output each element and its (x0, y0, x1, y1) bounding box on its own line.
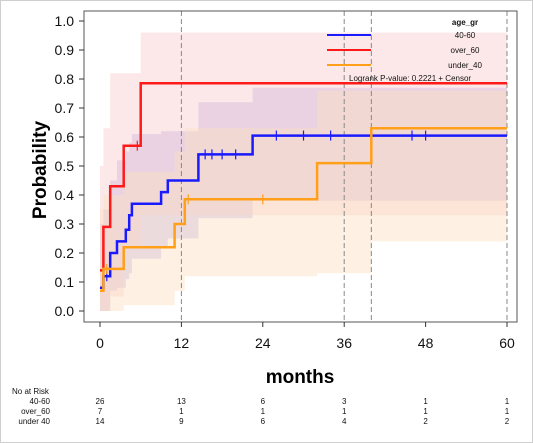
risk-count: 2 (505, 417, 510, 426)
risk-count: 1 (505, 397, 510, 406)
x-tick-label: 0 (96, 335, 104, 351)
x-tick-label: 24 (255, 335, 271, 351)
risk-count: 13 (177, 397, 186, 406)
risk-count: 1 (423, 407, 428, 416)
risk-count: 7 (98, 407, 103, 416)
risk-count: 1 (179, 407, 184, 416)
risk-row-label: under 40 (18, 417, 50, 426)
legend-label: over_60 (451, 46, 480, 55)
y-tick-label: 0.3 (55, 216, 75, 232)
risk-count: 1 (505, 407, 510, 416)
risk-count: 4 (342, 417, 347, 426)
risk-count: 6 (261, 417, 266, 426)
risk-count: 1 (423, 397, 428, 406)
km-line-under_40 (100, 127, 507, 292)
ci-band-under_40 (100, 90, 507, 311)
km-line-40-60 (100, 134, 507, 290)
risk-count: 1 (342, 407, 347, 416)
risk-row-label: over_60 (21, 407, 50, 416)
x-axis-title: months (266, 367, 335, 388)
x-tick-label: 48 (418, 335, 434, 351)
risk-table-title: No at Risk (12, 387, 50, 396)
y-tick-label: 0.4 (55, 187, 75, 203)
y-axis-title: Probability (30, 120, 51, 219)
y-tick-label: 0.2 (55, 245, 75, 261)
legend-label: 40-60 (455, 31, 476, 40)
km-line-over_60 (100, 82, 507, 272)
y-tick-label: 0.8 (55, 71, 75, 87)
y-tick-label: 0.7 (55, 100, 75, 116)
risk-count: 2 (423, 417, 428, 426)
y-tick-label: 0.9 (55, 42, 75, 58)
risk-count: 1 (261, 407, 266, 416)
risk-count: 6 (261, 397, 266, 406)
risk-count: 3 (342, 397, 347, 406)
y-tick-label: 0.0 (55, 303, 75, 319)
risk-row-label: 40-60 (30, 397, 51, 406)
risk-count: 26 (96, 397, 105, 406)
risk-count: 14 (96, 417, 105, 426)
y-tick-label: 0.5 (55, 158, 75, 174)
y-tick-label: 0.1 (55, 274, 75, 290)
x-tick-label: 60 (499, 335, 515, 351)
risk-count: 9 (179, 417, 184, 426)
ci-band-over_60 (100, 32, 507, 311)
x-tick-label: 36 (336, 335, 352, 351)
y-tick-label: 0.6 (55, 129, 75, 145)
legend-title: age_gr (452, 18, 478, 27)
legend-label: under_40 (448, 61, 482, 70)
x-tick-label: 12 (174, 335, 190, 351)
logrank-annotation: Logrank P-value: 0.2221 + Censor (349, 74, 471, 83)
y-tick-label: 1.0 (55, 13, 75, 29)
